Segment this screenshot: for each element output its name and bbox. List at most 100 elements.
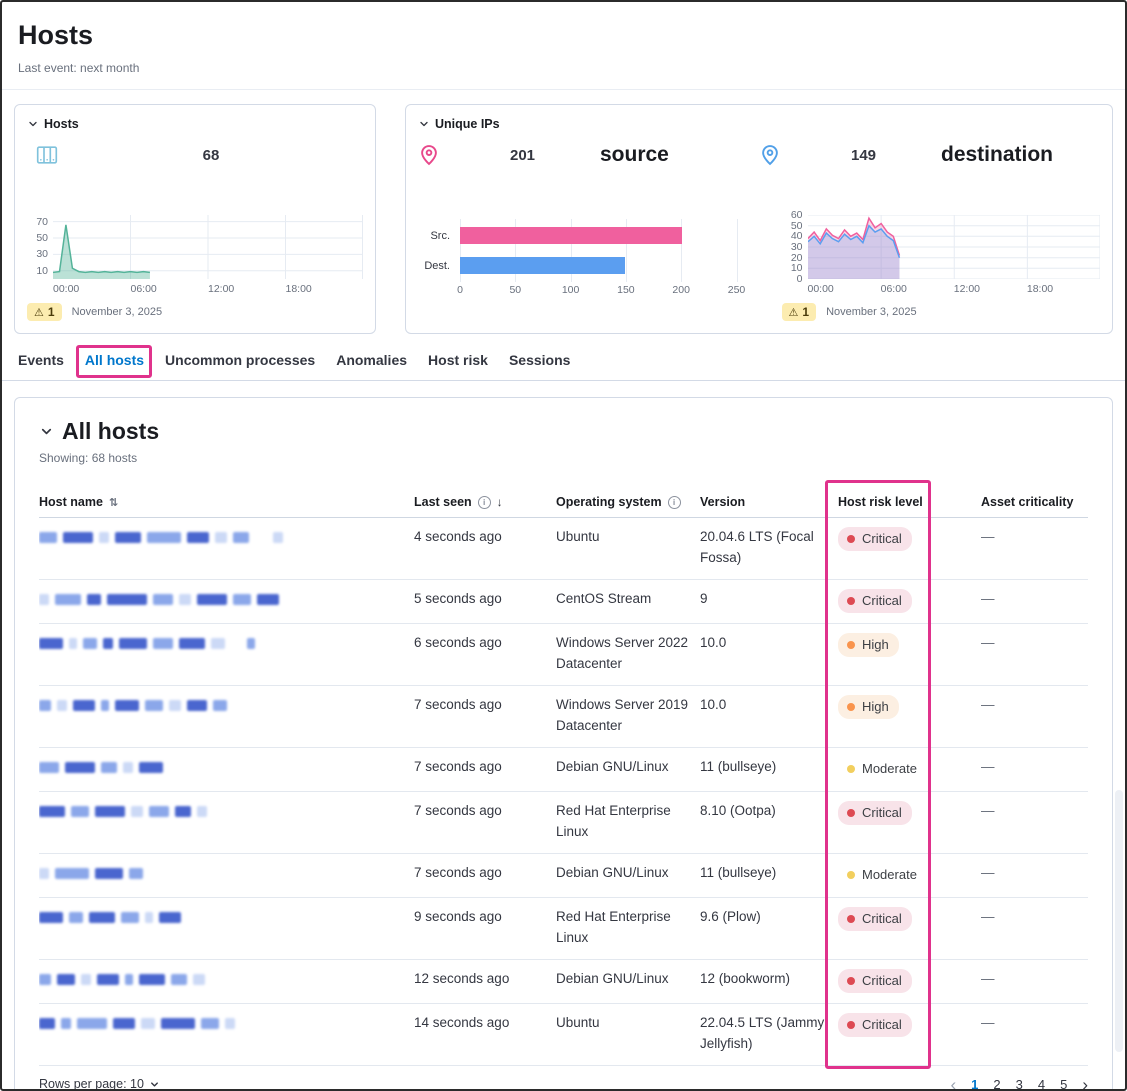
redacted-host-name-block <box>161 1017 195 1029</box>
risk-badge[interactable]: Critical <box>838 527 912 552</box>
host-name-cell[interactable] <box>39 686 414 747</box>
risk-dot-icon <box>847 976 855 985</box>
hosts-chart-footer: ⚠ 1 November 3, 2025 <box>27 303 363 321</box>
info-icon: i <box>667 495 681 509</box>
risk-badge[interactable]: Critical <box>838 588 912 613</box>
table-row[interactable]: 7 seconds ago Windows Server 2019 Datacen… <box>39 686 1088 748</box>
unique-ips-charts: Src. Dest. 0 50 100 150 200 250 60 50 40 30 20 10 0 00… <box>418 209 1100 321</box>
risk-badge[interactable]: Moderate <box>838 863 927 887</box>
asset-criticality-cell: — <box>981 1014 995 1030</box>
last-seen-cell: 6 seconds ago <box>414 634 502 650</box>
risk-dot-icon <box>847 535 855 544</box>
all-hosts-panel: All hosts Showing: 68 hosts Host name ⇅ La… <box>14 397 1113 1091</box>
column-header-last-seen[interactable]: Last seen i ↓ <box>414 489 556 517</box>
tab-events[interactable]: Events <box>18 352 64 368</box>
host-name-cell[interactable] <box>39 580 414 623</box>
chevron-down-icon <box>418 118 430 130</box>
tab-all-hosts[interactable]: All hosts <box>75 345 153 378</box>
column-header-host-name[interactable]: Host name ⇅ <box>39 489 414 517</box>
redacted-host-name-block <box>39 867 49 879</box>
table-row[interactable]: 6 seconds ago Windows Server 2022 Datacen… <box>39 624 1088 686</box>
tab-host-risk[interactable]: Host risk <box>428 352 488 368</box>
all-hosts-table-body: 4 seconds ago Ubuntu 20.04.6 LTS (Focal Fo… <box>39 518 1088 1066</box>
host-name-cell[interactable] <box>39 748 414 791</box>
risk-badge[interactable]: Critical <box>838 906 912 931</box>
table-row[interactable]: 4 seconds ago Ubuntu 20.04.6 LTS (Focal Fo… <box>39 518 1088 580</box>
column-label: Last seen <box>414 495 472 509</box>
asset-criticality-cell: — <box>981 908 995 924</box>
unique-ips-panel-header[interactable]: Unique IPs <box>418 117 1100 131</box>
redacted-host-name-block <box>187 531 209 543</box>
page-button-2[interactable]: 2 <box>993 1076 1001 1091</box>
tab-sessions[interactable]: Sessions <box>508 352 571 368</box>
hosts-count: 68 <box>202 146 220 164</box>
host-name-cell[interactable] <box>39 624 414 685</box>
redacted-host-name-block <box>153 593 173 605</box>
risk-badge[interactable]: Critical <box>838 1012 912 1037</box>
column-header-operating-system[interactable]: Operating system i <box>556 489 700 517</box>
table-row[interactable]: 7 seconds ago Red Hat Enterprise Linux 8.1… <box>39 792 1088 854</box>
host-name-cell[interactable] <box>39 960 414 1003</box>
version-cell: 9 <box>700 590 708 606</box>
table-header-row: Host name ⇅ Last seen i ↓ Operating system i Ve… <box>39 489 1088 518</box>
redacted-host-name-block <box>69 637 77 649</box>
host-name-cell[interactable] <box>39 518 414 579</box>
table-row[interactable]: 7 seconds ago Debian GNU/Linux 11 (bullsey… <box>39 854 1088 898</box>
warning-icon: ⚠ <box>34 306 44 319</box>
risk-cell: Critical <box>838 580 981 623</box>
rows-per-page-select[interactable]: Rows per page: 10 <box>39 1077 160 1089</box>
all-hosts-heading[interactable]: All hosts <box>39 418 1088 445</box>
table-row[interactable]: 12 seconds ago Debian GNU/Linux 12 (bookwo… <box>39 960 1088 1004</box>
host-name-cell[interactable] <box>39 792 414 853</box>
risk-badge[interactable]: Critical <box>838 800 912 825</box>
table-row[interactable]: 9 seconds ago Red Hat Enterprise Linux 9.6… <box>39 898 1088 960</box>
chevron-down-icon <box>149 1079 160 1089</box>
host-name-cell[interactable] <box>39 1004 414 1065</box>
asset-criticality-cell: — <box>981 864 995 880</box>
table-row[interactable]: 7 seconds ago Debian GNU/Linux 11 (bullsey… <box>39 748 1088 792</box>
column-header-host-risk-level[interactable]: Host risk level <box>838 489 981 517</box>
redacted-host-name-block <box>125 973 133 985</box>
host-name-cell[interactable] <box>39 854 414 897</box>
page-button-3[interactable]: 3 <box>1015 1076 1023 1091</box>
scrollbar[interactable] <box>1115 790 1123 1052</box>
risk-dot-icon <box>847 914 855 923</box>
redacted-host-name-block <box>201 1017 219 1029</box>
chart-date-label: November 3, 2025 <box>71 306 163 318</box>
risk-badge[interactable]: High <box>838 632 899 658</box>
table-row[interactable]: 5 seconds ago CentOS Stream 9 Critical — <box>39 580 1088 624</box>
risk-dot-icon <box>847 641 855 650</box>
page-button-1[interactable]: 1 <box>971 1076 979 1091</box>
hosts-panel-header[interactable]: Hosts <box>27 117 363 131</box>
tab-anomalies[interactable]: Anomalies <box>336 352 408 368</box>
last-seen-cell: 9 seconds ago <box>414 908 502 924</box>
table-row[interactable]: 14 seconds ago Ubuntu 22.04.5 LTS (Jammy J… <box>39 1004 1088 1066</box>
tab-uncommon-processes[interactable]: Uncommon processes <box>165 352 316 368</box>
column-header-asset-criticality[interactable]: Asset criticality <box>981 489 1088 517</box>
redacted-host-name-block <box>171 973 187 985</box>
host-name-cell[interactable] <box>39 898 414 959</box>
page-button-5[interactable]: 5 <box>1060 1076 1068 1091</box>
column-header-version[interactable]: Version <box>700 489 838 517</box>
source-label: source <box>600 143 669 166</box>
version-cell: 22.04.5 LTS (Jammy Jellyfish) <box>700 1014 825 1051</box>
warning-badge[interactable]: ⚠ 1 <box>781 303 817 321</box>
redacted-host-name-block <box>147 531 181 543</box>
page-button-4[interactable]: 4 <box>1037 1076 1046 1091</box>
last-seen-cell: 7 seconds ago <box>414 696 502 712</box>
redacted-host-name-block <box>145 699 163 711</box>
next-page-icon[interactable]: › <box>1082 1074 1088 1091</box>
risk-badge[interactable]: Moderate <box>838 757 927 781</box>
prev-page-icon[interactable]: ‹ <box>950 1074 957 1091</box>
risk-dot-icon <box>847 702 855 711</box>
risk-badge[interactable]: Critical <box>838 968 912 993</box>
redacted-host-name-block <box>197 593 227 605</box>
warning-badge[interactable]: ⚠ 1 <box>27 303 62 321</box>
redacted-host-name-block <box>65 761 95 773</box>
risk-badge[interactable]: High <box>838 694 899 719</box>
redacted-host-name-block <box>95 867 123 879</box>
version-cell: 12 (bookworm) <box>700 970 791 986</box>
risk-cell: Critical <box>838 518 981 579</box>
redacted-host-name-block <box>87 593 101 605</box>
redacted-host-name-block <box>273 531 283 543</box>
